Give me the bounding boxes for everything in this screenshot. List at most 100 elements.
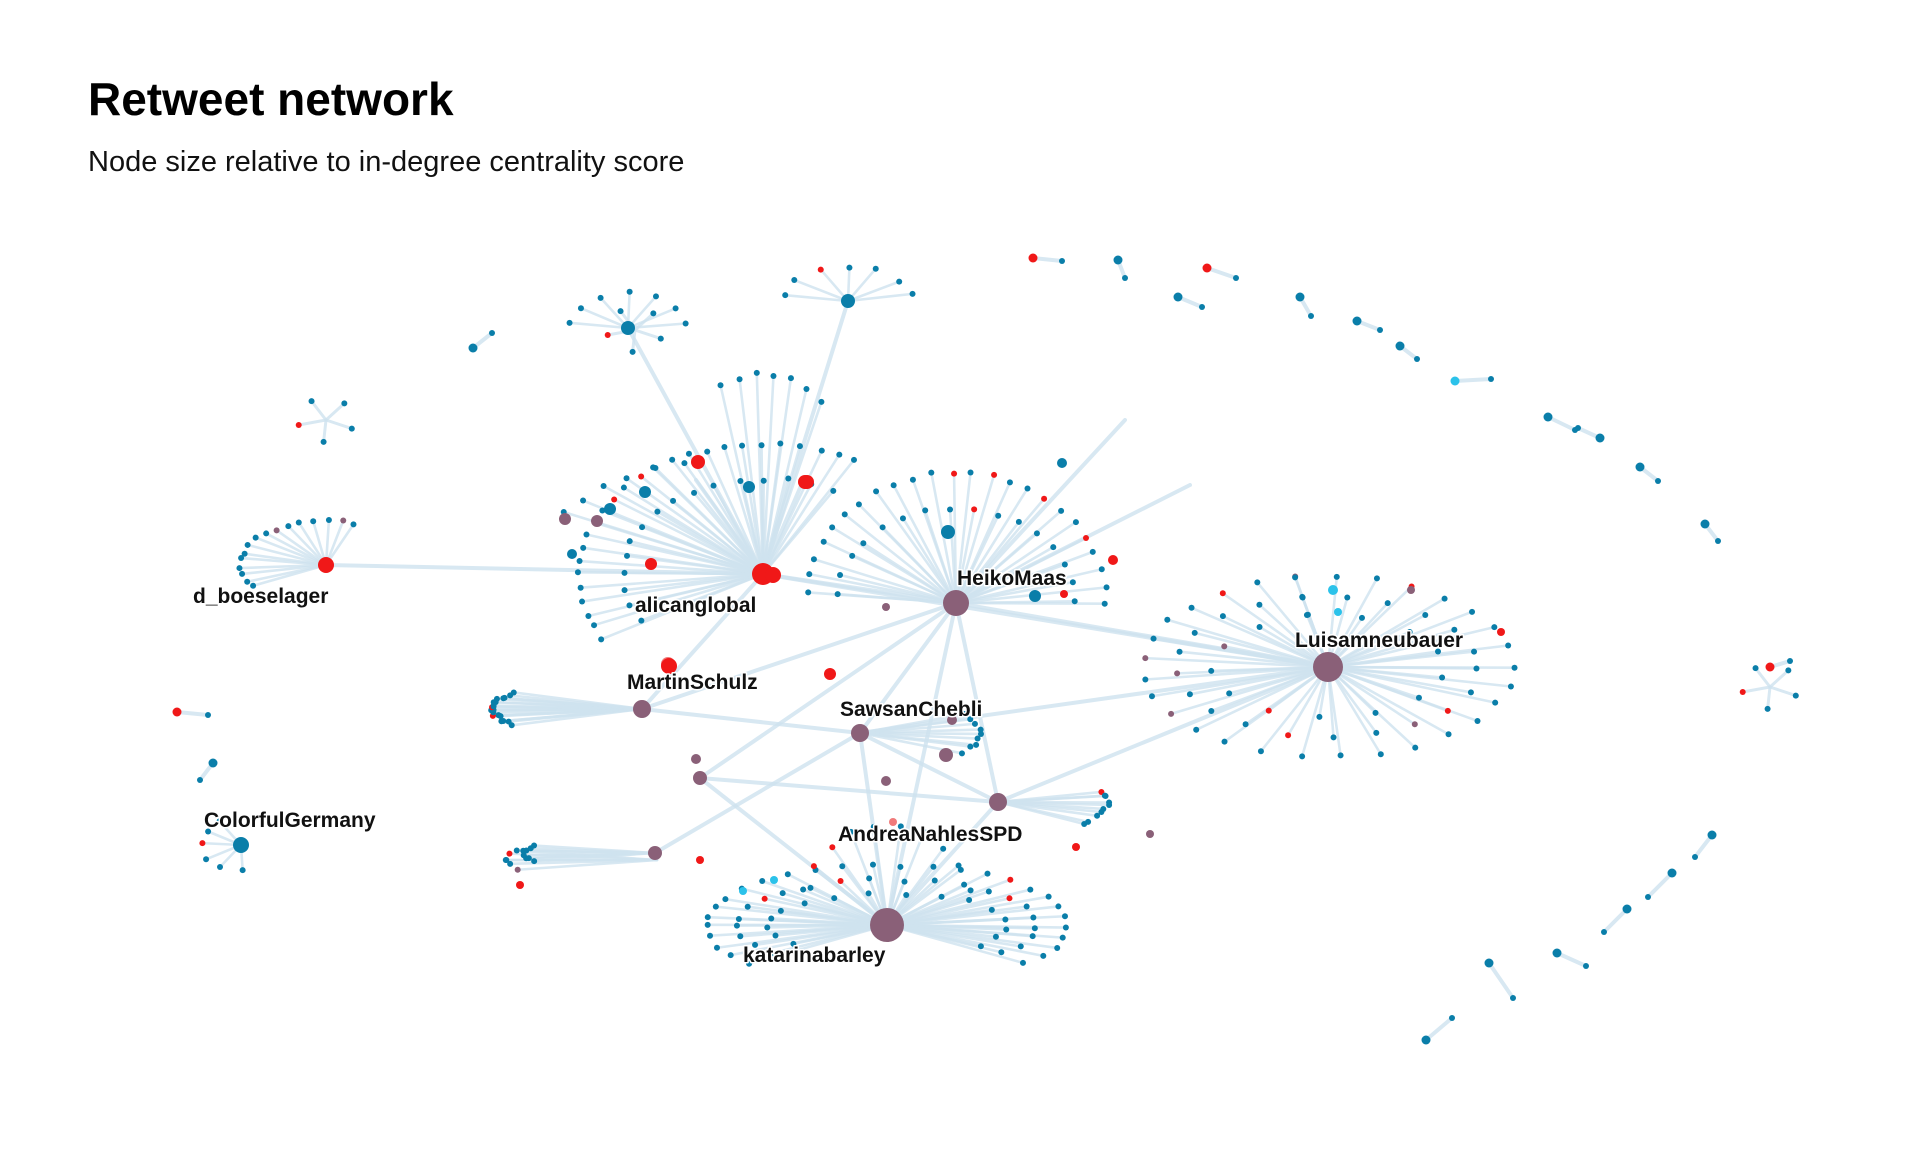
leaf-node [973, 741, 980, 748]
hub-label-heikomaas: HeikoMaas [957, 567, 1067, 590]
network-edge [1326, 665, 1478, 670]
network-edge [712, 484, 765, 576]
leaf-node [252, 534, 259, 541]
leaf-node [818, 447, 825, 454]
isolated-node [489, 330, 495, 336]
leaf-node [1316, 713, 1323, 720]
network-edge [954, 471, 972, 605]
network-edge [779, 909, 889, 927]
leaf-node [621, 587, 628, 594]
leaf-node [869, 861, 876, 868]
isolated-node [1595, 433, 1605, 443]
leaf-node [1029, 933, 1036, 940]
isolated-node [1377, 327, 1383, 333]
isolated-node [208, 758, 218, 768]
leaf-node [295, 421, 302, 428]
leaf-node [909, 476, 916, 483]
leaf-node [1406, 628, 1413, 635]
leaf-node [817, 266, 824, 273]
network-edge [881, 526, 958, 605]
leaf-node [600, 482, 607, 489]
leaf-node [591, 622, 598, 629]
leaf-node [837, 878, 844, 885]
leaf-node [1219, 613, 1226, 620]
leaf-node [1471, 648, 1478, 655]
network-edge [1326, 665, 1450, 736]
isolated-node [1308, 313, 1314, 319]
network-edge [836, 592, 958, 605]
leaf-node [199, 840, 206, 847]
leaf-node [1473, 665, 1480, 672]
leaf-node [1377, 751, 1384, 758]
network-edge [297, 521, 328, 567]
isolated-node [1414, 356, 1420, 362]
leaf-node [1411, 721, 1418, 728]
leaf-node [1082, 534, 1089, 541]
leaf-node [971, 720, 978, 727]
network-edge [1602, 907, 1629, 934]
leaf-node [1219, 590, 1226, 597]
leaf-node [1372, 709, 1379, 716]
network-edge [885, 923, 998, 939]
network-edge [954, 599, 1077, 605]
network-edge [532, 844, 657, 855]
leaf-node [736, 376, 743, 383]
hub-node-d-boeselager [318, 557, 334, 573]
leaf-node [621, 569, 628, 576]
network-edge [698, 601, 958, 780]
network-edge [1326, 665, 1417, 726]
leaf-node [1333, 573, 1340, 580]
network-edge [738, 377, 765, 576]
leaf-node [967, 887, 974, 894]
network-node [1146, 830, 1154, 838]
leaf-node [1373, 575, 1380, 582]
network-edge [954, 520, 1021, 605]
leaf-node [1103, 584, 1110, 591]
isolated-node [1707, 830, 1717, 840]
network-node [691, 455, 705, 469]
leaf-node [1055, 903, 1062, 910]
leaf-node [974, 735, 981, 742]
leaf-node [241, 550, 248, 557]
leaf-node [1015, 518, 1022, 525]
leaf-node [670, 497, 677, 504]
network-edge [324, 523, 355, 567]
leaf-node [1007, 876, 1014, 883]
network-node [1029, 590, 1041, 602]
leaf-node [638, 617, 645, 624]
leaf-node [1256, 624, 1263, 631]
leaf-node [574, 569, 581, 576]
leaf-node [713, 944, 720, 951]
network-edge [1221, 614, 1330, 669]
leaf-node [1017, 943, 1024, 950]
leaf-node [1412, 744, 1419, 751]
network-edge [1256, 581, 1330, 669]
leaf-node [495, 712, 502, 719]
isolated-node [1295, 292, 1305, 302]
leaf-node [977, 943, 984, 950]
hub-label-sawsanchebli: SawsanChebli [840, 698, 982, 721]
leaf-node [505, 718, 512, 725]
leaf-node [310, 518, 317, 525]
network-edge [628, 539, 765, 576]
network-edge [287, 524, 328, 567]
leaf-node [1785, 667, 1792, 674]
leaf-node [1071, 598, 1078, 605]
leaf-node [1058, 507, 1065, 514]
leaf-node [638, 473, 645, 480]
leaf-node [962, 711, 969, 718]
leaf-node [1242, 721, 1249, 728]
leaf-node [1221, 643, 1228, 650]
leaf-node [580, 497, 587, 504]
leaf-node [1415, 694, 1422, 701]
network-edge [954, 520, 1078, 605]
leaf-node [784, 871, 791, 878]
leaf-node [727, 952, 734, 959]
leaf-node [1265, 707, 1272, 714]
network-edge [626, 295, 658, 330]
leaf-node [507, 860, 514, 867]
leaf-node [650, 310, 657, 317]
isolated-node [1059, 258, 1065, 264]
leaf-node [617, 308, 624, 315]
